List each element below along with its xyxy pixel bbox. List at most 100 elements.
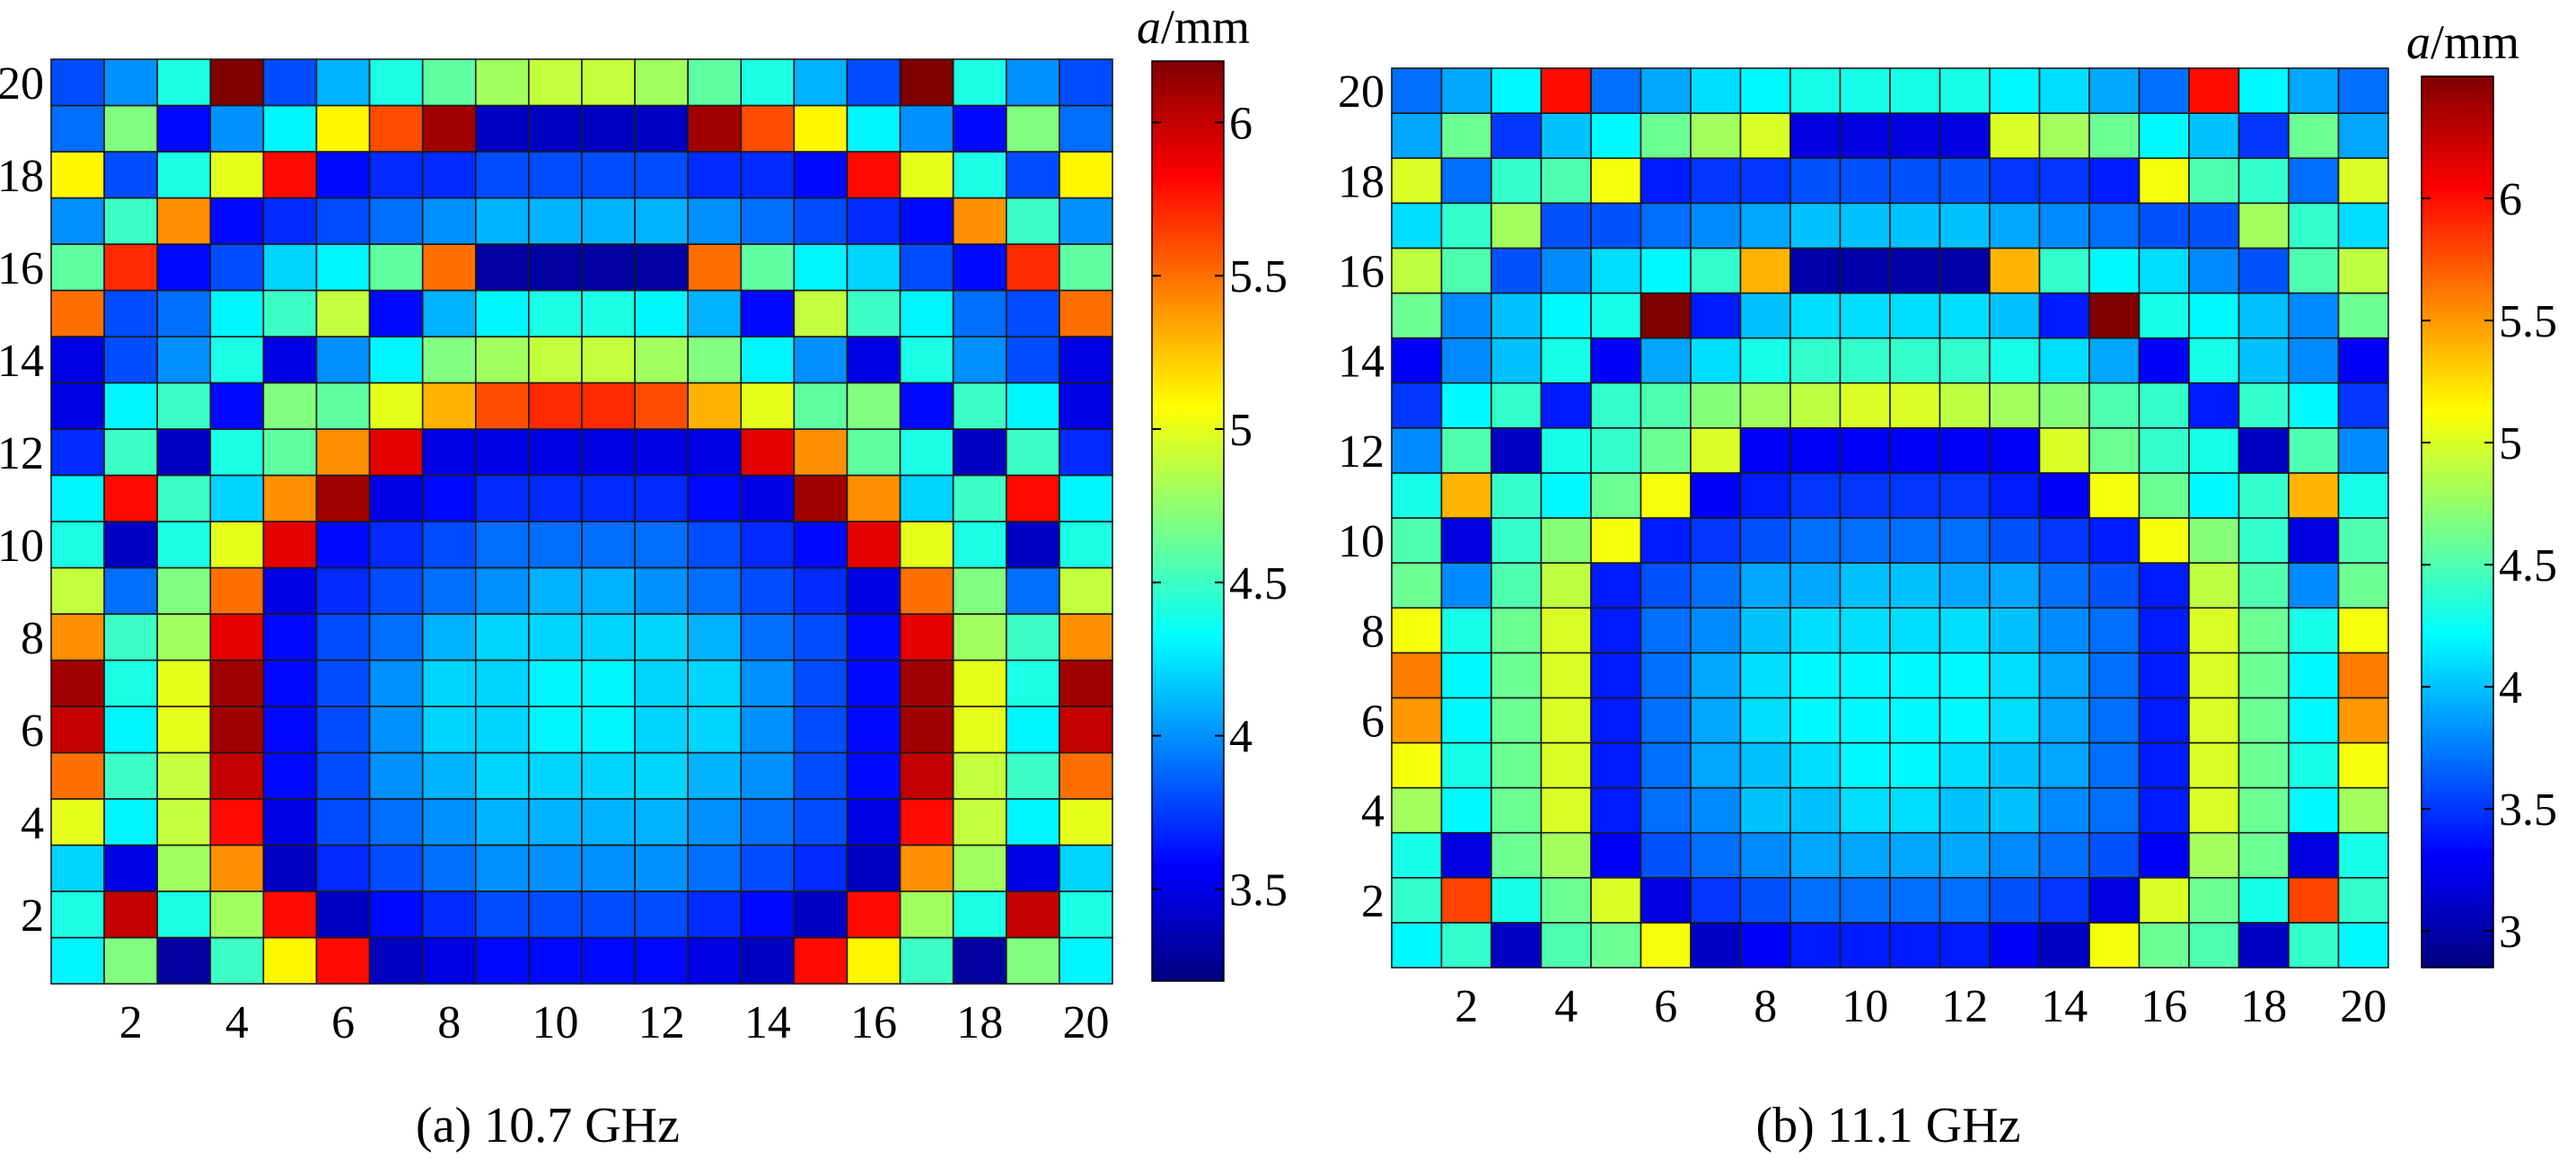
y-tick-label: 10 [1338, 516, 1385, 567]
heatmap-cell [1540, 292, 1592, 339]
heatmap-cell [2238, 517, 2290, 564]
heatmap-cell [2038, 112, 2090, 159]
heatmap-cell [581, 381, 636, 430]
heatmap-cell [1839, 202, 1891, 250]
heatmap-cell [1640, 741, 1692, 789]
heatmap-cell [1391, 112, 1443, 159]
heatmap-cell [1006, 336, 1060, 384]
heatmap-cell [1690, 922, 1742, 969]
heatmap-cell [1839, 517, 1891, 564]
heatmap-cell [1739, 292, 1791, 339]
heatmap-cell [262, 243, 318, 292]
heatmap-cell [1440, 786, 1492, 834]
heatmap-cell [952, 428, 1007, 477]
heatmap-cell [1540, 697, 1592, 744]
heatmap-cell [2288, 112, 2340, 159]
colorbar-title-unit: /mm [1161, 0, 1250, 54]
heatmap-cell [634, 197, 689, 245]
heatmap-cell [474, 936, 530, 985]
heatmap-cell [262, 151, 318, 199]
heatmap-cell [50, 243, 105, 292]
heatmap-cell [2088, 831, 2141, 879]
heatmap-cell [1889, 112, 1941, 159]
heatmap-cell [687, 844, 743, 892]
heatmap-cell [421, 243, 477, 292]
heatmap-cell [1590, 381, 1642, 429]
heatmap-cell [2238, 652, 2290, 699]
heatmap-cell [1889, 426, 1941, 474]
heatmap-cell [1939, 741, 1991, 789]
y-tick-label: 8 [21, 613, 44, 664]
heatmap-cell [1789, 202, 1842, 250]
heatmap-cell [1391, 741, 1443, 789]
heatmap-cell [315, 798, 371, 846]
heatmap-cell [2188, 831, 2240, 879]
heatmap-cell [1839, 786, 1891, 834]
heatmap-cell [2188, 472, 2240, 519]
heatmap-cell [2288, 652, 2340, 699]
colorbar-tick-label: 5 [1229, 405, 1253, 456]
heatmap-cell [1540, 562, 1592, 609]
heatmap-cell [315, 706, 371, 754]
heatmap-cell [1440, 652, 1492, 699]
heatmap-cell [50, 381, 105, 430]
heatmap-cell [2188, 562, 2240, 609]
heatmap-cell [1590, 741, 1642, 789]
heatmap-cell [262, 289, 318, 338]
heatmap-cell [1690, 67, 1742, 114]
heatmap-cell [2138, 562, 2190, 609]
colorbar-tick-label: 5.5 [1229, 251, 1288, 302]
heatmap-cell [634, 243, 689, 292]
heatmap-cell [528, 151, 583, 199]
heatmap-cell [368, 104, 424, 153]
heatmap-cell [1059, 197, 1113, 245]
heatmap-cell [1839, 472, 1891, 519]
heatmap-cell [1739, 157, 1791, 205]
heatmap-cell [2188, 202, 2240, 250]
heatmap-cell [1690, 337, 1742, 384]
heatmap-cell [2138, 247, 2190, 294]
heatmap-cell [1490, 67, 1543, 114]
heatmap-cell [899, 751, 954, 800]
heatmap-cell [50, 58, 105, 107]
heatmap-cell [1989, 247, 2041, 294]
heatmap-cell [1490, 202, 1543, 250]
heatmap-cell [1490, 876, 1543, 924]
heatmap-cell [793, 474, 848, 522]
heatmap-cell [474, 289, 530, 338]
heatmap-cell [2038, 157, 2090, 205]
heatmap-cell [634, 336, 689, 384]
heatmap-cell [2337, 202, 2389, 250]
heatmap-cell [2188, 426, 2240, 474]
heatmap-cell [368, 706, 424, 754]
heatmap-cell [2088, 786, 2141, 834]
y-tick-label: 14 [0, 336, 44, 387]
heatmap-cell [1440, 876, 1492, 924]
heatmap-cell [634, 521, 689, 569]
heatmap-cell [209, 104, 265, 153]
heatmap-cell [1440, 202, 1492, 250]
heatmap-cell [1540, 876, 1592, 924]
heatmap-cell [952, 289, 1007, 338]
heatmap-cell [2038, 697, 2090, 744]
heatmap-cell [368, 890, 424, 939]
heatmap-cell [1640, 157, 1692, 205]
heatmap-cell [1739, 426, 1791, 474]
heatmap-cell [421, 474, 477, 522]
x-tick-label: 12 [638, 997, 685, 1048]
heatmap-cell [1889, 652, 1941, 699]
heatmap-cell [1789, 652, 1842, 699]
heatmap-cell [50, 936, 105, 985]
heatmap-cell [1490, 831, 1543, 879]
heatmap-cell [262, 566, 318, 615]
heatmap-cell [368, 474, 424, 522]
heatmap-cell [1739, 112, 1791, 159]
heatmap-cell [315, 428, 371, 477]
heatmap-cell [846, 566, 901, 615]
heatmap-cell [2337, 517, 2389, 564]
heatmap-cell [1391, 831, 1443, 879]
heatmap-cell [156, 751, 212, 800]
heatmap-cell [2288, 67, 2340, 114]
heatmap-cell [952, 751, 1007, 800]
heatmap-cell [50, 474, 105, 522]
